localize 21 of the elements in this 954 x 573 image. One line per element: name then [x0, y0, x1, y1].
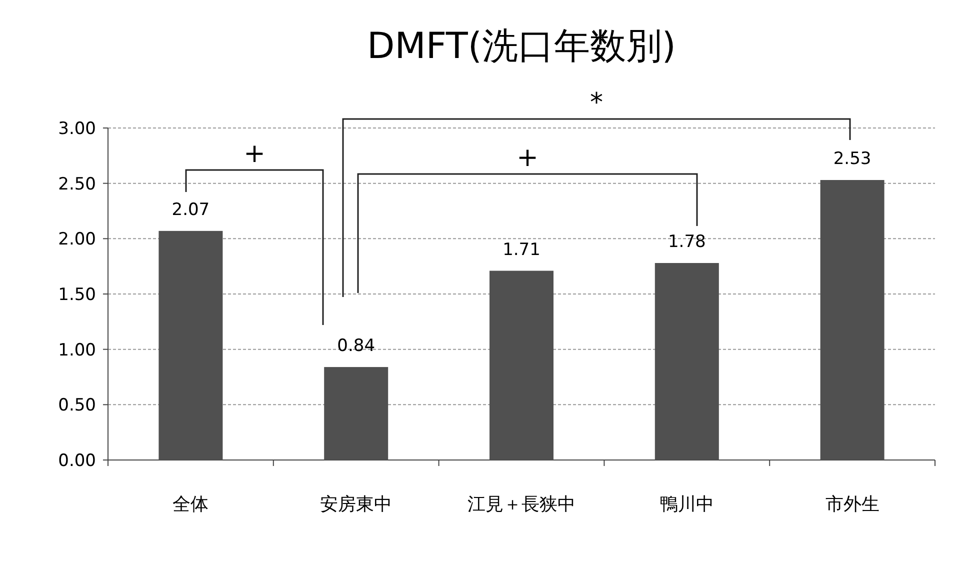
x-tick-label: 鴨川中: [660, 494, 714, 515]
y-tick-label: 2.00: [58, 230, 96, 250]
y-tick-label: 3.00: [58, 119, 96, 139]
y-tick-label: 2.50: [58, 174, 96, 194]
x-tick-label: 江見＋長狭中: [468, 494, 576, 515]
y-tick-label: 0.50: [58, 396, 96, 416]
annotation: +: [244, 139, 266, 169]
data-label: 0.84: [337, 336, 376, 356]
x-tick-label: 市外生: [825, 494, 880, 515]
x-tick-label: 全体: [172, 494, 209, 515]
data-label: 1.78: [668, 232, 706, 252]
text: *: [590, 88, 603, 118]
y-tick-label: 1.50: [58, 285, 96, 305]
y-tick-label: 1.00: [58, 340, 96, 360]
x-tick-label: 安房東中: [320, 494, 392, 515]
chart-title: DMFT(洗口年数別): [367, 26, 676, 67]
data-label: 2.53: [833, 149, 872, 170]
y-tick-label: 0.00: [58, 451, 96, 471]
data-label: 2.07: [172, 200, 210, 220]
annotation: +: [516, 143, 538, 173]
data-label: 1.71: [502, 240, 540, 260]
